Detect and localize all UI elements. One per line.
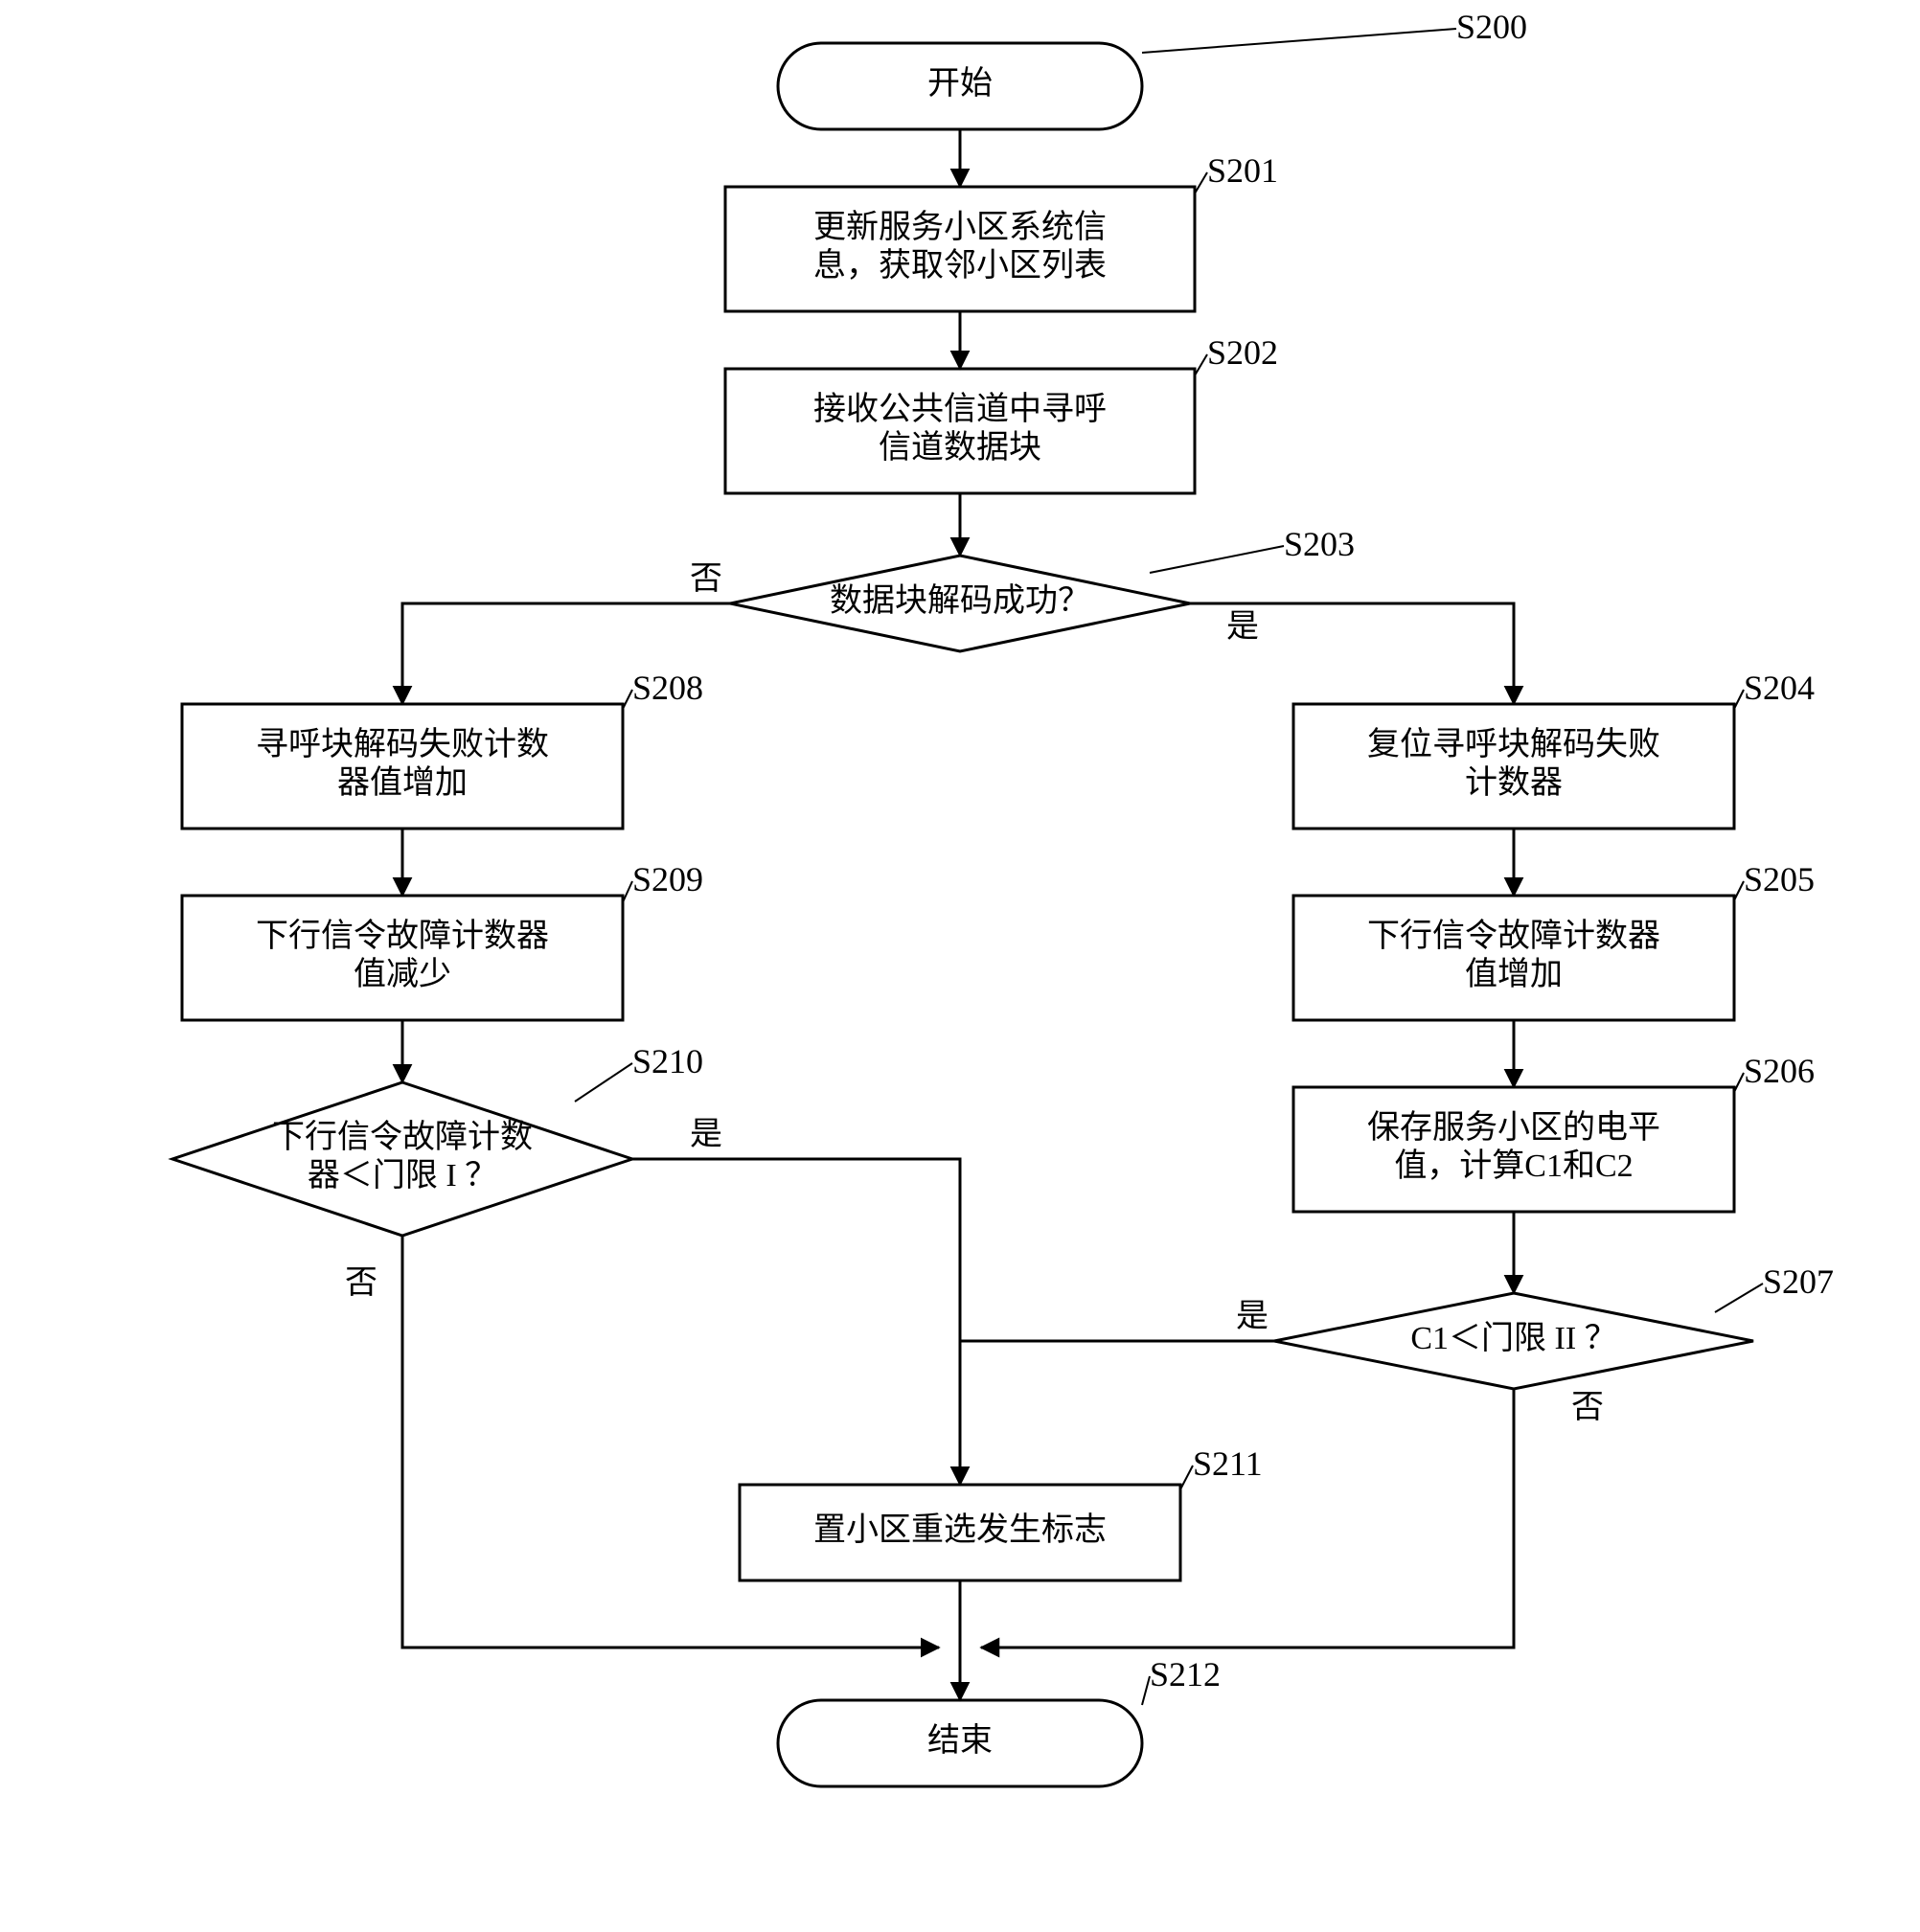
leader-10: [1715, 1284, 1763, 1312]
end-text-0: 结束: [927, 1722, 993, 1759]
end-label: S212: [1150, 1655, 1221, 1693]
s211: 置小区重选发生标志 S211: [740, 1444, 1263, 1580]
start: 开始 S200: [778, 8, 1527, 129]
s208-text-1: 器值增加: [337, 764, 468, 801]
leader-8: [1734, 881, 1744, 900]
leader-5: [623, 881, 632, 902]
s210: 下行信令故障计数器＜门限 I ？ S210: [172, 1042, 703, 1236]
s208-text-0: 寻呼块解码失败计数: [256, 726, 549, 762]
edge-4-label: 是: [1226, 609, 1259, 645]
s208: 寻呼块解码失败计数器值增加 S208: [182, 669, 703, 829]
s202: 接收公共信道中寻呼信道数据块 S202: [725, 333, 1278, 493]
s206-text-1: 值，计算C1和C2: [1394, 1148, 1633, 1184]
s201-label: S201: [1207, 151, 1278, 190]
s209: 下行信令故障计数器值减少 S209: [182, 860, 703, 1020]
leader-12: [1142, 1676, 1150, 1705]
s209-label: S209: [632, 860, 703, 898]
edge-3-label: 否: [690, 561, 722, 597]
s210-text-1: 器＜门限 I ？: [308, 1157, 497, 1193]
s204: 复位寻呼块解码失败计数器 S204: [1293, 669, 1815, 829]
s207-text-0: C1＜门限 II ？: [1410, 1320, 1616, 1356]
leader-4: [623, 690, 632, 709]
leader-2: [1195, 354, 1207, 375]
leader-1: [1195, 172, 1207, 193]
s201-text-0: 更新服务小区系统信: [813, 209, 1107, 245]
s209-text-1: 值减少: [354, 956, 451, 992]
edge-10-label: 是: [690, 1117, 722, 1152]
leader-3: [1150, 546, 1284, 573]
s207: C1＜门限 II ？ S207: [1274, 1262, 1834, 1389]
s202-label: S202: [1207, 333, 1278, 372]
leader-9: [1734, 1073, 1744, 1092]
start-label: S200: [1456, 8, 1527, 46]
s204-label: S204: [1744, 669, 1815, 707]
s204-text-1: 计数器: [1465, 764, 1563, 801]
s208-label: S208: [632, 669, 703, 707]
leader-6: [575, 1063, 632, 1102]
s205-text-1: 值增加: [1465, 956, 1563, 992]
edge-12-label: 否: [345, 1265, 377, 1301]
s201-text-1: 息，获取邻小区列表: [813, 247, 1107, 284]
edge-11-label: 是: [1236, 1299, 1269, 1334]
s203-text-0: 数据块解码成功？: [830, 582, 1090, 619]
s206: 保存服务小区的电平值，计算C1和C2 S206: [1293, 1052, 1815, 1212]
leader-0: [1142, 29, 1456, 53]
leader-7: [1734, 690, 1744, 709]
s204-text-0: 复位寻呼块解码失败: [1367, 726, 1660, 762]
s202-text-0: 接收公共信道中寻呼: [813, 391, 1107, 427]
leader-11: [1180, 1466, 1193, 1489]
s203-label: S203: [1284, 525, 1355, 563]
edge-10: [632, 1159, 960, 1485]
s205: 下行信令故障计数器值增加 S205: [1293, 860, 1815, 1020]
edge-12: [402, 1236, 939, 1648]
edge-13-label: 否: [1571, 1390, 1604, 1425]
s210-label: S210: [632, 1042, 703, 1080]
s202-text-1: 信道数据块: [879, 429, 1041, 466]
s203: 数据块解码成功？ S203: [730, 525, 1355, 651]
end: 结束 S212: [778, 1655, 1221, 1786]
s207-label: S207: [1763, 1262, 1834, 1301]
s211-text-0: 置小区重选发生标志: [813, 1512, 1107, 1548]
s211-label: S211: [1193, 1444, 1263, 1483]
s206-text-0: 保存服务小区的电平: [1367, 1109, 1660, 1146]
s201: 更新服务小区系统信息，获取邻小区列表 S201: [725, 151, 1278, 311]
s206-label: S206: [1744, 1052, 1815, 1090]
start-text-0: 开始: [927, 65, 993, 102]
s205-text-0: 下行信令故障计数器: [1367, 918, 1660, 954]
s210-text-0: 下行信令故障计数: [272, 1119, 533, 1155]
s209-text-0: 下行信令故障计数器: [256, 918, 549, 954]
s205-label: S205: [1744, 860, 1815, 898]
